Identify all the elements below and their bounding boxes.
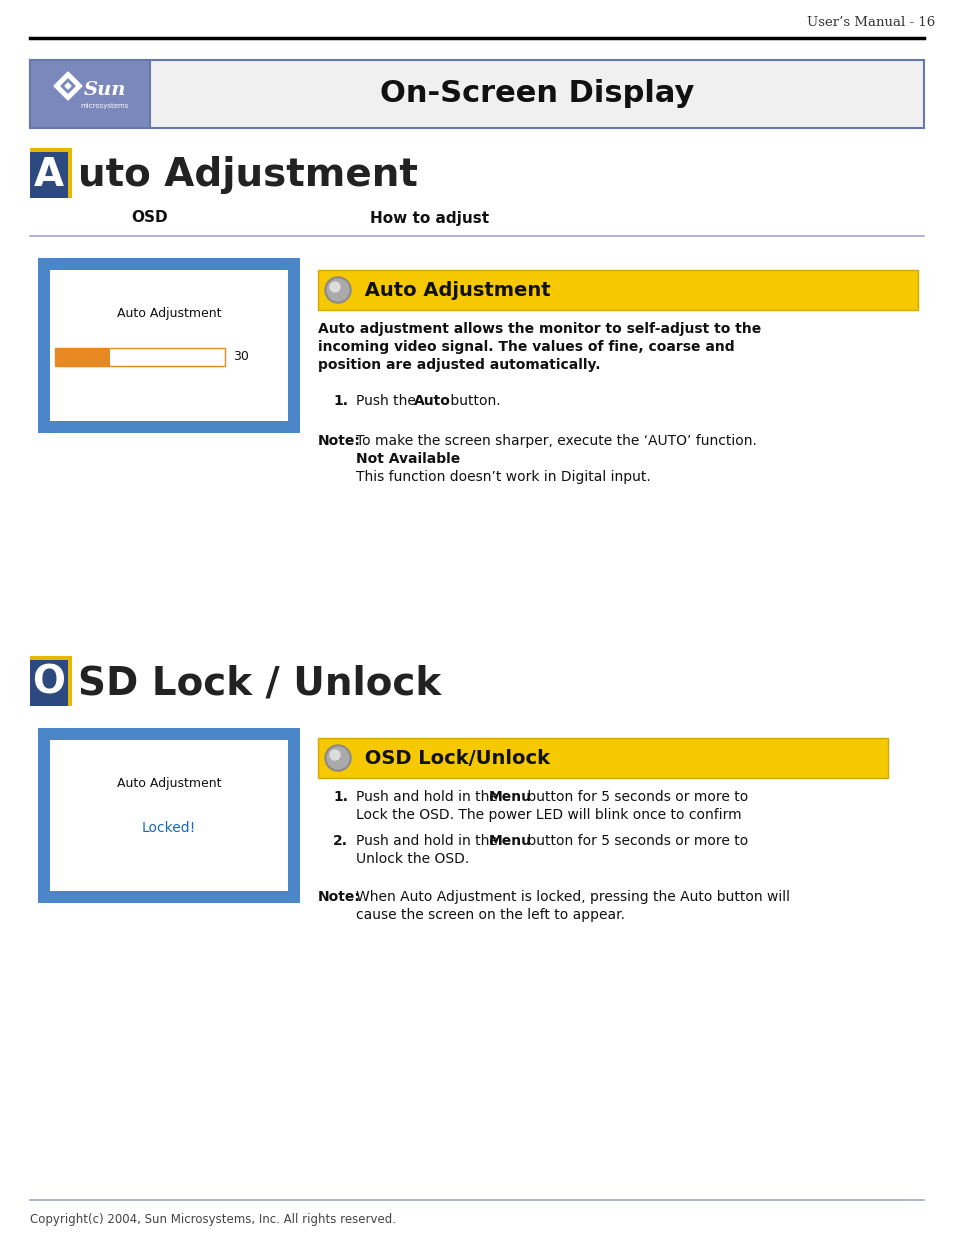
Text: button for 5 seconds or more to: button for 5 seconds or more to <box>522 790 747 804</box>
Text: To make the screen sharper, execute the ‘AUTO’ function.: To make the screen sharper, execute the … <box>355 433 756 448</box>
Text: cause the screen on the left to appear.: cause the screen on the left to appear. <box>355 908 624 923</box>
Text: When Auto Adjustment is locked, pressing the Auto button will: When Auto Adjustment is locked, pressing… <box>355 890 789 904</box>
Text: Not Available: Not Available <box>355 452 459 466</box>
Bar <box>30 659 68 706</box>
Text: OSD Lock/Unlock: OSD Lock/Unlock <box>357 748 550 767</box>
Text: 30: 30 <box>233 351 249 363</box>
Text: This function doesn’t work in Digital input.: This function doesn’t work in Digital in… <box>355 471 650 484</box>
Circle shape <box>327 747 349 769</box>
Text: button.: button. <box>446 394 500 408</box>
Bar <box>50 270 288 421</box>
Text: 1.: 1. <box>333 790 348 804</box>
Bar <box>30 61 150 128</box>
Text: User’s Manual - 16: User’s Manual - 16 <box>806 16 934 28</box>
Polygon shape <box>54 72 82 100</box>
Text: Note:: Note: <box>317 433 360 448</box>
Text: Menu: Menu <box>489 790 532 804</box>
Bar <box>30 148 71 198</box>
Circle shape <box>330 750 339 760</box>
Text: OSD: OSD <box>132 210 168 226</box>
Text: Auto Adjustment: Auto Adjustment <box>116 306 221 320</box>
Text: How to adjust: How to adjust <box>370 210 489 226</box>
Text: uto Adjustment: uto Adjustment <box>78 156 417 194</box>
Text: Auto Adjustment: Auto Adjustment <box>116 777 221 789</box>
Polygon shape <box>65 83 71 89</box>
Text: Push the: Push the <box>355 394 420 408</box>
Text: Sun: Sun <box>84 82 126 99</box>
Bar <box>55 348 110 366</box>
Text: Note:: Note: <box>317 890 360 904</box>
Text: incoming video signal. The values of fine, coarse and: incoming video signal. The values of fin… <box>317 340 734 354</box>
Text: microsystems: microsystems <box>81 103 129 109</box>
Bar <box>38 258 299 433</box>
Text: Lock the OSD. The power LED will blink once to confirm: Lock the OSD. The power LED will blink o… <box>355 808 740 823</box>
Bar <box>30 656 71 706</box>
Bar <box>317 270 917 310</box>
Text: Locked!: Locked! <box>142 821 196 835</box>
Text: button for 5 seconds or more to: button for 5 seconds or more to <box>522 834 747 848</box>
Bar <box>30 61 923 128</box>
Circle shape <box>327 279 349 301</box>
Circle shape <box>330 282 339 291</box>
Bar <box>55 348 225 366</box>
Text: Push and hold in the: Push and hold in the <box>355 790 501 804</box>
Bar <box>38 727 299 903</box>
Text: Copyright(c) 2004, Sun Microsystems, Inc. All rights reserved.: Copyright(c) 2004, Sun Microsystems, Inc… <box>30 1214 395 1226</box>
Circle shape <box>325 277 351 303</box>
Text: 1.: 1. <box>333 394 348 408</box>
Bar <box>50 740 288 890</box>
Text: Unlock the OSD.: Unlock the OSD. <box>355 852 469 866</box>
Text: Auto adjustment allows the monitor to self-adjust to the: Auto adjustment allows the monitor to se… <box>317 322 760 336</box>
Bar <box>30 152 68 198</box>
Text: A: A <box>34 156 64 194</box>
Text: Menu: Menu <box>489 834 532 848</box>
Text: O: O <box>32 664 66 701</box>
Text: SD Lock / Unlock: SD Lock / Unlock <box>78 664 440 701</box>
Polygon shape <box>61 79 75 93</box>
Text: Auto: Auto <box>414 394 451 408</box>
Text: 2.: 2. <box>333 834 348 848</box>
Bar <box>317 739 887 778</box>
Text: Push and hold in the: Push and hold in the <box>355 834 501 848</box>
Text: On-Screen Display: On-Screen Display <box>379 79 694 109</box>
Text: position are adjusted automatically.: position are adjusted automatically. <box>317 358 599 372</box>
Circle shape <box>325 745 351 771</box>
Text: Auto Adjustment: Auto Adjustment <box>357 280 550 300</box>
